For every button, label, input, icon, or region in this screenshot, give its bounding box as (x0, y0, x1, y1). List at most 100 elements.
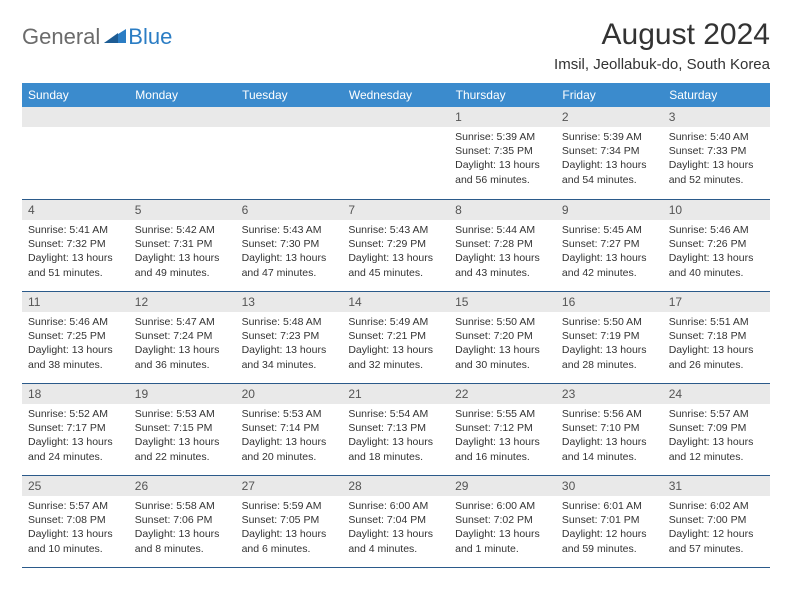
calendar-cell: 20Sunrise: 5:53 AMSunset: 7:14 PMDayligh… (236, 384, 343, 476)
calendar-cell: 22Sunrise: 5:55 AMSunset: 7:12 PMDayligh… (449, 384, 556, 476)
col-thursday: Thursday (449, 83, 556, 107)
day-content: Sunrise: 5:50 AMSunset: 7:19 PMDaylight:… (556, 312, 663, 376)
day-content: Sunrise: 6:00 AMSunset: 7:04 PMDaylight:… (342, 496, 449, 560)
calendar-cell: 27Sunrise: 5:59 AMSunset: 7:05 PMDayligh… (236, 476, 343, 568)
day-number: 24 (663, 384, 770, 404)
day-content: Sunrise: 5:49 AMSunset: 7:21 PMDaylight:… (342, 312, 449, 376)
day-number: 2 (556, 107, 663, 127)
calendar-cell: 8Sunrise: 5:44 AMSunset: 7:28 PMDaylight… (449, 200, 556, 292)
calendar-cell: 24Sunrise: 5:57 AMSunset: 7:09 PMDayligh… (663, 384, 770, 476)
calendar-cell: 23Sunrise: 5:56 AMSunset: 7:10 PMDayligh… (556, 384, 663, 476)
calendar-cell: 14Sunrise: 5:49 AMSunset: 7:21 PMDayligh… (342, 292, 449, 384)
header: General Blue August 2024 Imsil, Jeollabu… (22, 18, 770, 73)
empty-day-header (342, 107, 449, 127)
logo: General Blue (22, 18, 172, 50)
day-content: Sunrise: 5:54 AMSunset: 7:13 PMDaylight:… (342, 404, 449, 468)
day-number: 16 (556, 292, 663, 312)
day-number: 25 (22, 476, 129, 496)
title-block: August 2024 Imsil, Jeollabuk-do, South K… (554, 18, 770, 73)
col-saturday: Saturday (663, 83, 770, 107)
day-content: Sunrise: 5:51 AMSunset: 7:18 PMDaylight:… (663, 312, 770, 376)
day-content: Sunrise: 5:44 AMSunset: 7:28 PMDaylight:… (449, 220, 556, 284)
day-number: 17 (663, 292, 770, 312)
empty-day-header (22, 107, 129, 127)
day-number: 1 (449, 107, 556, 127)
day-content: Sunrise: 5:45 AMSunset: 7:27 PMDaylight:… (556, 220, 663, 284)
day-content: Sunrise: 5:50 AMSunset: 7:20 PMDaylight:… (449, 312, 556, 376)
calendar-cell: 6Sunrise: 5:43 AMSunset: 7:30 PMDaylight… (236, 200, 343, 292)
col-tuesday: Tuesday (236, 83, 343, 107)
day-number: 30 (556, 476, 663, 496)
day-content: Sunrise: 5:57 AMSunset: 7:09 PMDaylight:… (663, 404, 770, 468)
day-number: 28 (342, 476, 449, 496)
calendar-week-row: 18Sunrise: 5:52 AMSunset: 7:17 PMDayligh… (22, 384, 770, 476)
calendar-week-row: 4Sunrise: 5:41 AMSunset: 7:32 PMDaylight… (22, 200, 770, 292)
calendar-cell: 16Sunrise: 5:50 AMSunset: 7:19 PMDayligh… (556, 292, 663, 384)
day-content: Sunrise: 6:00 AMSunset: 7:02 PMDaylight:… (449, 496, 556, 560)
col-monday: Monday (129, 83, 236, 107)
day-number: 22 (449, 384, 556, 404)
calendar-cell: 17Sunrise: 5:51 AMSunset: 7:18 PMDayligh… (663, 292, 770, 384)
col-wednesday: Wednesday (342, 83, 449, 107)
calendar-cell: 31Sunrise: 6:02 AMSunset: 7:00 PMDayligh… (663, 476, 770, 568)
day-number: 8 (449, 200, 556, 220)
col-sunday: Sunday (22, 83, 129, 107)
day-content: Sunrise: 5:47 AMSunset: 7:24 PMDaylight:… (129, 312, 236, 376)
day-number: 18 (22, 384, 129, 404)
day-content: Sunrise: 5:58 AMSunset: 7:06 PMDaylight:… (129, 496, 236, 560)
day-content: Sunrise: 5:48 AMSunset: 7:23 PMDaylight:… (236, 312, 343, 376)
location: Imsil, Jeollabuk-do, South Korea (554, 56, 770, 73)
day-number: 19 (129, 384, 236, 404)
calendar-week-row: 1Sunrise: 5:39 AMSunset: 7:35 PMDaylight… (22, 107, 770, 200)
day-number: 26 (129, 476, 236, 496)
calendar-cell: 30Sunrise: 6:01 AMSunset: 7:01 PMDayligh… (556, 476, 663, 568)
calendar-cell: 11Sunrise: 5:46 AMSunset: 7:25 PMDayligh… (22, 292, 129, 384)
day-number: 14 (342, 292, 449, 312)
calendar-week-row: 25Sunrise: 5:57 AMSunset: 7:08 PMDayligh… (22, 476, 770, 568)
calendar-cell: 12Sunrise: 5:47 AMSunset: 7:24 PMDayligh… (129, 292, 236, 384)
day-number: 5 (129, 200, 236, 220)
day-content: Sunrise: 5:55 AMSunset: 7:12 PMDaylight:… (449, 404, 556, 468)
day-content: Sunrise: 6:02 AMSunset: 7:00 PMDaylight:… (663, 496, 770, 560)
calendar-cell: 29Sunrise: 6:00 AMSunset: 7:02 PMDayligh… (449, 476, 556, 568)
day-number: 31 (663, 476, 770, 496)
calendar-cell (236, 107, 343, 200)
calendar-cell: 19Sunrise: 5:53 AMSunset: 7:15 PMDayligh… (129, 384, 236, 476)
calendar-cell: 10Sunrise: 5:46 AMSunset: 7:26 PMDayligh… (663, 200, 770, 292)
day-number: 23 (556, 384, 663, 404)
day-number: 27 (236, 476, 343, 496)
calendar-cell: 18Sunrise: 5:52 AMSunset: 7:17 PMDayligh… (22, 384, 129, 476)
calendar-cell: 4Sunrise: 5:41 AMSunset: 7:32 PMDaylight… (22, 200, 129, 292)
day-content: Sunrise: 5:40 AMSunset: 7:33 PMDaylight:… (663, 127, 770, 191)
day-content: Sunrise: 5:46 AMSunset: 7:25 PMDaylight:… (22, 312, 129, 376)
day-content: Sunrise: 5:53 AMSunset: 7:15 PMDaylight:… (129, 404, 236, 468)
day-number: 4 (22, 200, 129, 220)
day-content: Sunrise: 5:39 AMSunset: 7:35 PMDaylight:… (449, 127, 556, 191)
logo-text-blue: Blue (128, 24, 172, 50)
calendar-header-row: Sunday Monday Tuesday Wednesday Thursday… (22, 83, 770, 107)
calendar-cell: 9Sunrise: 5:45 AMSunset: 7:27 PMDaylight… (556, 200, 663, 292)
calendar-cell: 3Sunrise: 5:40 AMSunset: 7:33 PMDaylight… (663, 107, 770, 200)
calendar-cell: 2Sunrise: 5:39 AMSunset: 7:34 PMDaylight… (556, 107, 663, 200)
day-content: Sunrise: 5:43 AMSunset: 7:30 PMDaylight:… (236, 220, 343, 284)
calendar-cell: 26Sunrise: 5:58 AMSunset: 7:06 PMDayligh… (129, 476, 236, 568)
day-number: 10 (663, 200, 770, 220)
day-number: 21 (342, 384, 449, 404)
day-content: Sunrise: 5:52 AMSunset: 7:17 PMDaylight:… (22, 404, 129, 468)
day-number: 29 (449, 476, 556, 496)
day-number: 11 (22, 292, 129, 312)
day-number: 7 (342, 200, 449, 220)
day-content: Sunrise: 5:56 AMSunset: 7:10 PMDaylight:… (556, 404, 663, 468)
calendar-table: Sunday Monday Tuesday Wednesday Thursday… (22, 83, 770, 568)
day-number: 20 (236, 384, 343, 404)
day-content: Sunrise: 5:53 AMSunset: 7:14 PMDaylight:… (236, 404, 343, 468)
empty-day-header (236, 107, 343, 127)
calendar-cell (342, 107, 449, 200)
month-title: August 2024 (554, 18, 770, 52)
day-number: 13 (236, 292, 343, 312)
day-number: 9 (556, 200, 663, 220)
calendar-week-row: 11Sunrise: 5:46 AMSunset: 7:25 PMDayligh… (22, 292, 770, 384)
calendar-cell: 21Sunrise: 5:54 AMSunset: 7:13 PMDayligh… (342, 384, 449, 476)
day-content: Sunrise: 6:01 AMSunset: 7:01 PMDaylight:… (556, 496, 663, 560)
day-content: Sunrise: 5:41 AMSunset: 7:32 PMDaylight:… (22, 220, 129, 284)
